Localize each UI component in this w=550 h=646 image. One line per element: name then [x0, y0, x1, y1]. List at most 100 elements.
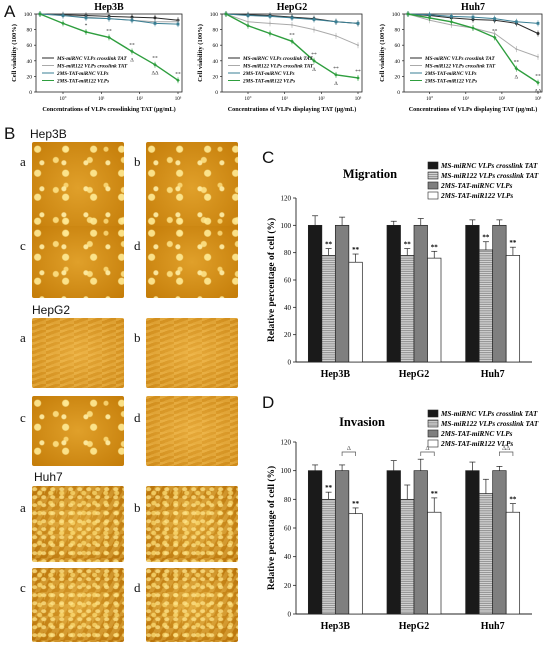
- chart-title: Invasion: [339, 415, 385, 429]
- data-point: [450, 24, 453, 26]
- data-point: [84, 16, 88, 20]
- y-tick-label: 0: [397, 90, 400, 96]
- data-point: [312, 18, 316, 21]
- data-point: [536, 21, 540, 25]
- y-tick-label: 80: [395, 28, 401, 34]
- significance-mark: **: [325, 241, 333, 249]
- data-point: [268, 31, 272, 36]
- significance-mark: **: [482, 234, 490, 242]
- bar: [334, 470, 350, 615]
- data-point: [153, 21, 157, 25]
- legend-label: MS-miRNC VLPs crosslink TAT: [440, 410, 538, 418]
- legend-label: MS-miR122 VLPs crosslink TAT: [242, 64, 314, 70]
- legend-label: MS-miR122 VLPs crosslink TAT: [440, 172, 539, 180]
- data-point: [130, 49, 134, 54]
- data-point: [515, 48, 518, 50]
- legend-label: MS-miRNC VLPs crosslink TAT: [56, 56, 127, 62]
- data-point: [246, 14, 250, 17]
- y-tick-label: 40: [284, 553, 292, 561]
- micrograph-hepg2-d: [146, 396, 238, 466]
- legend-label: 2MS-TAT-miR122 VLPs: [440, 440, 513, 448]
- bar: [413, 470, 428, 615]
- y-tick-label: 40: [27, 59, 33, 65]
- micrograph-hepg2-b: [146, 318, 238, 388]
- panel-letter-a: A: [4, 2, 16, 21]
- legend-label: MS-miRNC VLPs crosslink TAT: [440, 162, 538, 170]
- data-point: [268, 14, 272, 18]
- micro-label: a: [20, 154, 26, 169]
- x-tick-label: 10³: [175, 96, 182, 102]
- x-tick-label: 10°: [60, 97, 67, 102]
- bar-chart-migration: Migration MS-miRNC VLPs crosslink TAT MS-m…: [266, 161, 539, 380]
- micro-label: d: [134, 580, 141, 595]
- chart-title: Hep3B: [94, 2, 124, 13]
- data-point: [356, 76, 360, 80]
- legend-swatch: [427, 191, 439, 200]
- data-point: [334, 73, 338, 77]
- legend-label: MS-miR122 VLPs crosslink TAT: [424, 64, 496, 70]
- data-point: [224, 12, 228, 16]
- bar: [478, 249, 494, 363]
- data-point: [269, 22, 271, 25]
- data-point: [514, 20, 518, 24]
- data-point: [514, 66, 519, 71]
- significance-bracket: [499, 451, 514, 457]
- y-tick-label: 20: [213, 74, 219, 80]
- significance-mark: **: [492, 28, 498, 34]
- y-tick-label: 80: [284, 249, 292, 257]
- bar: [400, 498, 415, 615]
- data-point: [427, 16, 432, 20]
- y-tick-label: 80: [27, 28, 33, 34]
- significance-mark: **: [404, 241, 412, 249]
- legend-label: MS-miRNC VLPs crosslink TAT: [424, 56, 495, 62]
- x-tick-label: 10³: [355, 96, 362, 102]
- legend-label: 2MS-TAT-miRNC VLPs: [440, 430, 513, 438]
- y-tick-label: 0: [215, 90, 218, 96]
- y-tick-label: 0: [288, 611, 292, 619]
- micro-label: b: [134, 500, 141, 515]
- significance-mark: ΔΔ: [534, 89, 542, 95]
- x-tick-label: 10²: [499, 96, 506, 102]
- bar: [492, 470, 507, 615]
- data-point: [428, 13, 432, 17]
- y-axis-label: Relative percentage of cell (%): [266, 218, 277, 342]
- legend-swatch: [427, 409, 439, 418]
- data-point: [356, 21, 360, 25]
- y-axis-label: Relative percentage of cell (%): [266, 466, 277, 590]
- significance-mark: **: [311, 52, 317, 58]
- data-point: [312, 59, 316, 63]
- y-tick-label: 100: [24, 12, 33, 18]
- micrograph-hep3b-d: [146, 226, 238, 298]
- category-label: HepG2: [399, 621, 430, 632]
- data-point: [471, 15, 475, 19]
- data-point: [406, 12, 410, 16]
- micrograph-huh7-d: [146, 568, 238, 642]
- data-point: [84, 30, 88, 34]
- chart-title: Huh7: [461, 2, 485, 13]
- y-tick-label: 20: [284, 331, 292, 339]
- y-tick-label: 120: [281, 439, 292, 447]
- y-tick-label: 60: [395, 43, 401, 49]
- data-point: [61, 21, 65, 26]
- significance-mark: **: [509, 239, 516, 247]
- y-tick-label: 40: [395, 59, 401, 65]
- category-label: Huh7: [481, 621, 505, 632]
- y-tick-label: 0: [29, 90, 32, 96]
- plot-frame: [403, 13, 543, 93]
- micro-label: a: [20, 330, 26, 345]
- y-tick-label: 100: [392, 12, 401, 18]
- micrograph-huh7-c: [32, 568, 124, 642]
- significance-bracket: [420, 451, 435, 457]
- category-label: Hep3B: [321, 621, 351, 632]
- data-point: [107, 17, 111, 21]
- x-tick-label: 10¹: [281, 96, 288, 102]
- bar: [348, 261, 363, 363]
- micrograph-hepg2-c: [32, 396, 124, 466]
- significance-mark: **: [106, 28, 112, 34]
- bracket-mark: ΔΔ: [502, 445, 510, 452]
- y-tick-label: 80: [213, 28, 219, 34]
- bar: [386, 470, 401, 615]
- y-tick-label: 100: [210, 12, 219, 18]
- micro-label: c: [20, 410, 26, 425]
- significance-mark: Δ: [515, 75, 519, 81]
